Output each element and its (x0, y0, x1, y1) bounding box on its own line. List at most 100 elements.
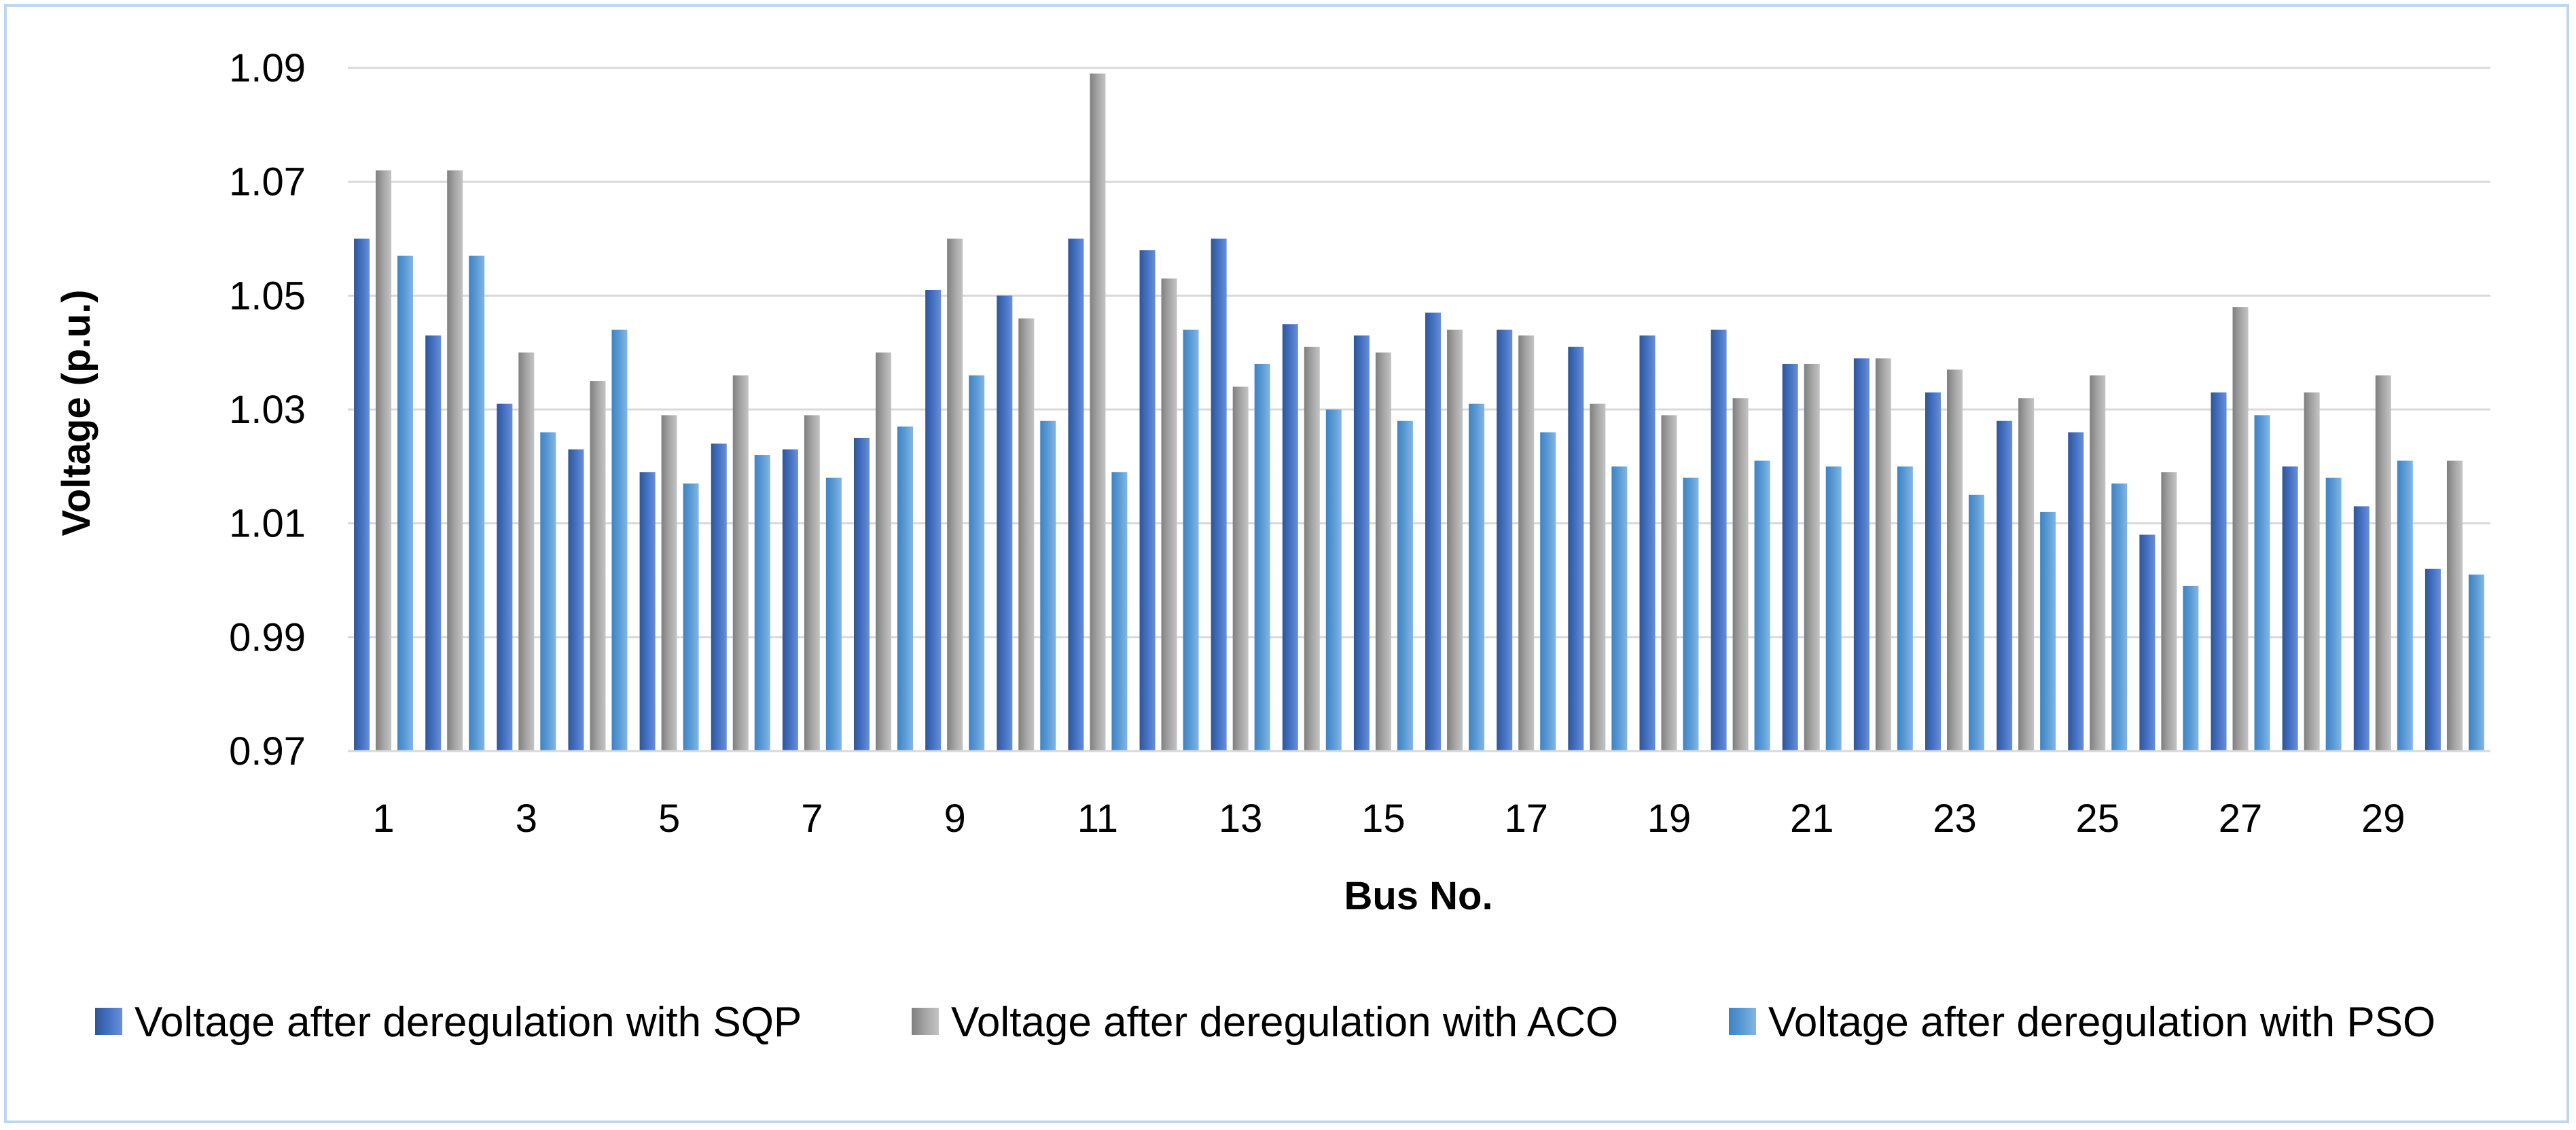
bar-sqp-bus-17 (1497, 329, 1513, 752)
bar-pso-bus-29 (2397, 460, 2413, 751)
bar-pso-bus-25 (2111, 483, 2128, 751)
bar-aco-bus-12 (1161, 278, 1177, 751)
bar-aco-bus-21 (1804, 363, 1820, 751)
bar-pso-bus-3 (540, 432, 556, 751)
x-tick-label: 11 (1077, 797, 1118, 841)
bar-aco-bus-17 (1518, 335, 1535, 751)
bar-aco-bus-14 (1304, 346, 1320, 751)
bar-aco-bus-18 (1590, 403, 1606, 751)
bar-aco-bus-20 (1732, 398, 1749, 751)
bar-sqp-bus-14 (1282, 324, 1298, 751)
bar-aco-bus-3 (518, 352, 535, 751)
bar-sqp-bus-24 (1997, 420, 2013, 751)
bar-pso-bus-11 (1111, 472, 1128, 751)
bar-pso-bus-6 (754, 455, 770, 751)
bar-pso-bus-15 (1397, 420, 1413, 751)
y-tick-label: 1.05 (229, 274, 306, 318)
x-tick-label: 1 (372, 797, 394, 841)
bar-pso-bus-14 (1325, 409, 1342, 751)
bar-aco-bus-8 (876, 352, 891, 751)
bar-sqp-bus-10 (997, 295, 1013, 751)
x-tick-label: 5 (658, 797, 680, 841)
bar-pso-bus-10 (1040, 420, 1056, 751)
bar-sqp-bus-11 (1068, 238, 1084, 751)
bar-sqp-bus-27 (2211, 392, 2227, 751)
bar-sqp-bus-30 (2425, 568, 2441, 751)
bar-aco-bus-26 (2161, 472, 2177, 751)
bar-pso-bus-27 (2254, 415, 2270, 751)
bar-aco-bus-9 (947, 238, 963, 751)
x-tick-label: 23 (1933, 797, 1977, 841)
bar-sqp-bus-18 (1568, 346, 1584, 751)
bar-aco-bus-24 (2018, 398, 2035, 751)
bar-pso-bus-28 (2325, 477, 2342, 751)
x-tick-label: 25 (2076, 797, 2120, 841)
bar-sqp-bus-6 (711, 443, 727, 751)
bar-aco-bus-19 (1661, 415, 1677, 751)
bar-aco-bus-4 (590, 381, 606, 751)
bar-pso-bus-19 (1683, 477, 1699, 751)
bar-sqp-bus-28 (2282, 466, 2298, 751)
bar-aco-bus-1 (376, 170, 392, 751)
bar-pso-bus-30 (2468, 575, 2484, 751)
bar-sqp-bus-25 (2068, 432, 2084, 751)
bar-aco-bus-15 (1375, 352, 1391, 751)
bar-pso-bus-23 (1969, 494, 1984, 751)
bar-sqp-bus-3 (497, 403, 513, 751)
bar-pso-bus-5 (683, 483, 699, 751)
x-tick-label: 21 (1790, 797, 1834, 841)
bar-sqp-bus-23 (1925, 392, 1941, 751)
legend-label: Voltage after deregulation with SQP (135, 999, 802, 1046)
x-axis-title: Bus No. (1344, 874, 1492, 918)
bar-sqp-bus-15 (1353, 335, 1370, 751)
bar-sqp-bus-19 (1639, 335, 1656, 751)
x-tick-label: 15 (1361, 797, 1406, 841)
bar-sqp-bus-1 (354, 238, 370, 751)
bar-aco-bus-30 (2446, 460, 2463, 751)
bar-aco-bus-5 (661, 415, 677, 751)
legend-label: Voltage after deregulation with PSO (1768, 999, 2435, 1046)
bar-sqp-bus-20 (1711, 329, 1727, 752)
x-tick-label: 3 (516, 797, 537, 841)
bar-sqp-bus-8 (854, 437, 870, 751)
bar-sqp-bus-22 (1853, 358, 1870, 751)
bar-sqp-bus-13 (1211, 238, 1227, 751)
bar-aco-bus-23 (1947, 369, 1963, 751)
bar-aco-bus-29 (2375, 375, 2391, 751)
gridlines (348, 67, 2490, 638)
legend-swatch (95, 1008, 122, 1035)
x-tick-label: 17 (1504, 797, 1548, 841)
x-tick-label: 13 (1219, 797, 1263, 841)
bar-aco-bus-25 (2090, 375, 2106, 751)
y-tick-label: 0.99 (229, 615, 306, 659)
x-tick-label: 7 (801, 797, 823, 841)
bar-pso-bus-7 (825, 477, 842, 751)
chart-frame (4, 4, 2569, 1123)
bars (354, 73, 2484, 752)
bar-sqp-bus-12 (1139, 250, 1156, 751)
bar-aco-bus-28 (2304, 392, 2320, 751)
bar-sqp-bus-7 (782, 449, 798, 751)
y-tick-label: 1.03 (229, 388, 306, 432)
bar-pso-bus-22 (1897, 466, 1913, 751)
bar-pso-bus-8 (897, 426, 913, 751)
bar-aco-bus-11 (1090, 73, 1106, 752)
bar-sqp-bus-4 (568, 449, 584, 751)
bar-sqp-bus-26 (2139, 534, 2155, 751)
legend-swatch (1729, 1008, 1756, 1035)
x-tick-label: 9 (944, 797, 966, 841)
bar-pso-bus-1 (397, 255, 414, 751)
bar-sqp-bus-9 (925, 289, 942, 751)
legend: Voltage after deregulation with SQP Volta… (95, 999, 2435, 1046)
bar-pso-bus-18 (1611, 466, 1628, 751)
bar-sqp-bus-21 (1782, 363, 1798, 751)
y-axis-title: Voltage (p.u.) (54, 289, 99, 536)
bar-pso-bus-26 (2183, 585, 2199, 751)
y-tick-label: 1.07 (229, 160, 306, 204)
bar-aco-bus-22 (1875, 358, 1891, 751)
x-tick-label: 27 (2219, 797, 2263, 841)
y-axis-ticks: 0.97 0.99 1.01 1.03 1.05 1.07 1.09 (229, 46, 306, 773)
bar-pso-bus-13 (1254, 363, 1270, 751)
bar-aco-bus-6 (732, 375, 749, 751)
